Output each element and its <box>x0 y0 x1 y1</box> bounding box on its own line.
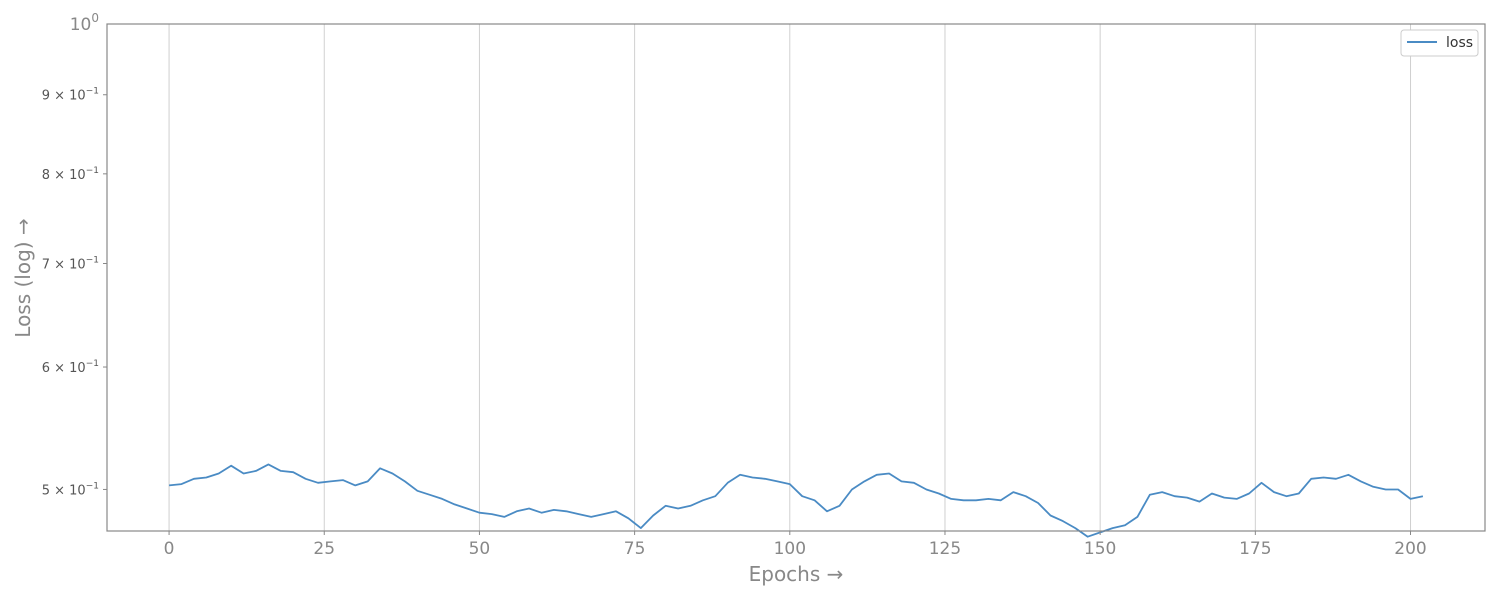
x-tick-label-25: 25 <box>313 539 335 559</box>
y-tick-label-5: 5 × 10−1 <box>42 481 99 498</box>
y-tick-label-9: 9 × 10−1 <box>42 87 99 104</box>
y-tick-label-6: 6 × 10−1 <box>42 359 99 376</box>
x-tick-label-100: 100 <box>774 539 806 559</box>
x-axis-label: Epochs → <box>749 562 844 586</box>
grid-lines <box>168 24 1412 531</box>
y-axis-label: Loss (log) → <box>11 218 35 337</box>
x-tick-label-200: 200 <box>1394 539 1426 559</box>
y-axis-ticks: 5 × 10−1 6 × 10−1 7 × 10−1 8 × 10−1 9 × 10−1… <box>42 11 107 498</box>
x-axis-ticks: 0 25 50 75 100 125 150 175 200 <box>164 531 1427 559</box>
y-tick-label-top: 100 <box>70 11 99 35</box>
x-tick-label-50: 50 <box>469 539 491 559</box>
plot-area-frame <box>106 23 1486 532</box>
y-tick-label-8: 8 × 10−1 <box>42 166 99 183</box>
legend: loss <box>1400 29 1479 57</box>
x-tick-label-150: 150 <box>1084 539 1116 559</box>
series-line-loss <box>169 463 1424 538</box>
legend-label-loss: loss <box>1446 35 1473 51</box>
y-tick-label-7: 7 × 10−1 <box>42 256 99 273</box>
x-tick-label-75: 75 <box>624 539 646 559</box>
legend-box <box>1400 29 1479 57</box>
x-tick-label-175: 175 <box>1239 539 1271 559</box>
x-tick-label-0: 0 <box>164 539 175 559</box>
x-tick-label-125: 125 <box>929 539 961 559</box>
series-layer <box>169 463 1424 538</box>
